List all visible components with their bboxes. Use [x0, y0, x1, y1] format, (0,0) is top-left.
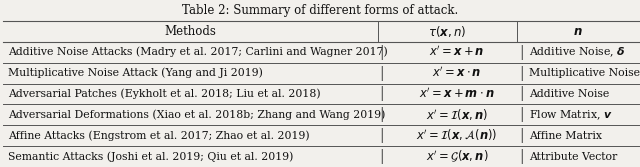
Text: $\tau(\boldsymbol{x}, n)$: $\tau(\boldsymbol{x}, n)$: [428, 24, 467, 39]
Text: |: |: [519, 107, 524, 122]
Text: Attribute Vector: Attribute Vector: [529, 152, 617, 161]
Text: $\boldsymbol{x'} = \mathcal{I}(\boldsymbol{x}, \boldsymbol{n})$: $\boldsymbol{x'} = \mathcal{I}(\boldsymb…: [426, 107, 488, 123]
Text: Additive Noise: Additive Noise: [529, 89, 609, 99]
Text: Adversarial Deformations (Xiao et al. 2018b; Zhang and Wang 2019): Adversarial Deformations (Xiao et al. 20…: [8, 110, 386, 120]
Text: $\boldsymbol{x'} = \boldsymbol{x} \cdot \boldsymbol{n}$: $\boldsymbol{x'} = \boldsymbol{x} \cdot …: [432, 66, 482, 80]
Text: Flow Matrix, $\boldsymbol{v}$: Flow Matrix, $\boldsymbol{v}$: [529, 108, 612, 122]
Text: $\boldsymbol{x'} = \boldsymbol{x} + \boldsymbol{n}$: $\boldsymbol{x'} = \boldsymbol{x} + \bol…: [429, 45, 484, 59]
Text: |: |: [380, 149, 384, 164]
Text: Adversarial Patches (Eykholt et al. 2018; Liu et al. 2018): Adversarial Patches (Eykholt et al. 2018…: [8, 89, 321, 99]
Text: Additive Noise Attacks (Madry et al. 2017; Carlini and Wagner 2017): Additive Noise Attacks (Madry et al. 201…: [8, 47, 388, 57]
Text: Affine Attacks (Engstrom et al. 2017; Zhao et al. 2019): Affine Attacks (Engstrom et al. 2017; Zh…: [8, 130, 310, 141]
Text: |: |: [519, 149, 524, 164]
Text: Multiplicative Noise: Multiplicative Noise: [529, 68, 639, 78]
Text: |: |: [380, 107, 384, 122]
Text: $\boldsymbol{x'} = \mathcal{G}(\boldsymbol{x}, \boldsymbol{n})$: $\boldsymbol{x'} = \mathcal{G}(\boldsymb…: [426, 149, 488, 164]
Text: Additive Noise, $\boldsymbol{\delta}$: Additive Noise, $\boldsymbol{\delta}$: [529, 45, 625, 59]
Text: Methods: Methods: [164, 25, 216, 38]
Text: |: |: [380, 45, 384, 60]
Text: |: |: [519, 66, 524, 80]
Text: Table 2: Summary of different forms of attack.: Table 2: Summary of different forms of a…: [182, 4, 458, 17]
Text: Affine Matrix: Affine Matrix: [529, 131, 602, 141]
Text: |: |: [380, 128, 384, 143]
Text: $\boldsymbol{x'} = \mathcal{I}(\boldsymbol{x}, \mathcal{A}(\boldsymbol{n}))$: $\boldsymbol{x'} = \mathcal{I}(\boldsymb…: [417, 128, 497, 143]
Text: |: |: [380, 87, 384, 101]
Text: $\boldsymbol{n}$: $\boldsymbol{n}$: [573, 25, 583, 38]
Text: |: |: [519, 45, 524, 60]
Text: |: |: [519, 128, 524, 143]
Text: Semantic Attacks (Joshi et al. 2019; Qiu et al. 2019): Semantic Attacks (Joshi et al. 2019; Qiu…: [8, 151, 294, 162]
Text: $\boldsymbol{x'} = \boldsymbol{x} + \boldsymbol{m} \cdot \boldsymbol{n}$: $\boldsymbol{x'} = \boldsymbol{x} + \bol…: [419, 87, 495, 101]
Text: |: |: [380, 66, 384, 80]
Text: Multiplicative Noise Attack (Yang and Ji 2019): Multiplicative Noise Attack (Yang and Ji…: [8, 68, 263, 78]
Text: |: |: [519, 87, 524, 101]
